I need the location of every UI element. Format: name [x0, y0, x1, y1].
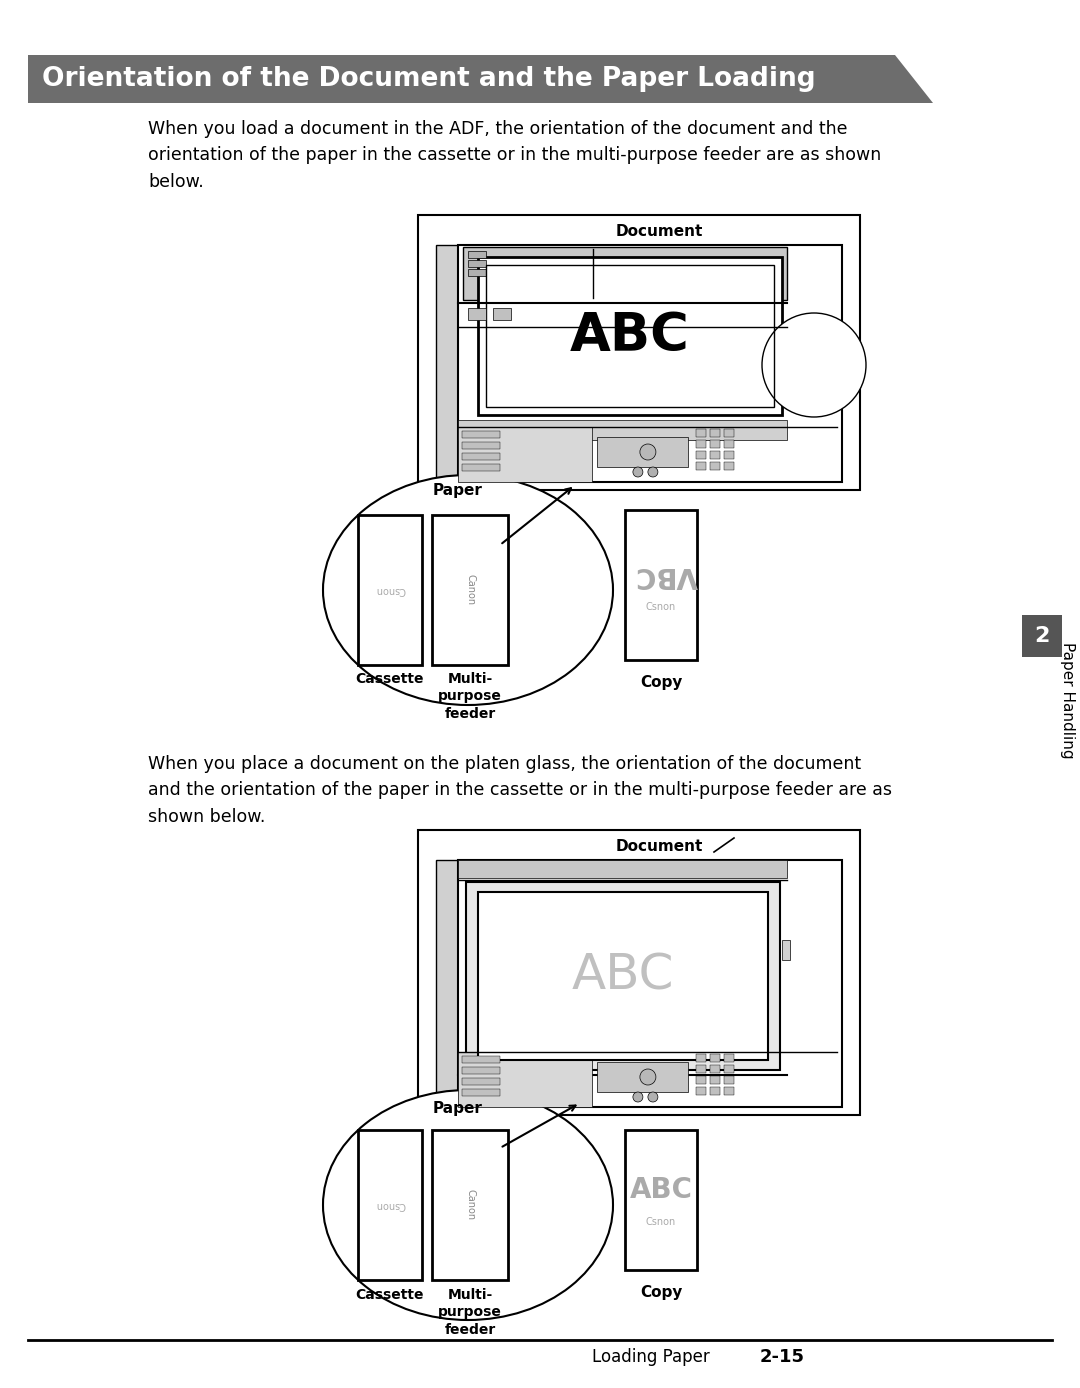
Text: Csnon: Csnon [375, 1201, 405, 1210]
Circle shape [648, 466, 658, 477]
Bar [697, 1076, 706, 1084]
Bar [458, 428, 593, 482]
Bar [710, 440, 720, 448]
Circle shape [762, 314, 866, 416]
Ellipse shape [323, 475, 613, 705]
Bar [724, 1053, 734, 1062]
Bar [710, 451, 720, 459]
Text: Multi-
purpose
feeder: Multi- purpose feeder [438, 672, 502, 720]
Text: ABC: ABC [571, 952, 674, 999]
Ellipse shape [323, 1090, 613, 1320]
Bar [432, 515, 508, 665]
Bar [710, 1087, 720, 1095]
Bar [468, 251, 486, 258]
Bar [436, 861, 458, 1108]
Bar [462, 1067, 500, 1074]
Bar [724, 462, 734, 471]
Text: Cassette: Cassette [355, 1288, 424, 1302]
Bar [710, 462, 720, 471]
Bar [462, 432, 500, 439]
Bar [462, 1078, 500, 1085]
Bar [458, 861, 787, 879]
Text: Canon: Canon [465, 575, 475, 605]
Bar [724, 1087, 734, 1095]
Bar [357, 1130, 422, 1280]
Text: ABC: ABC [570, 310, 690, 362]
Bar [492, 308, 511, 321]
Bar [458, 861, 842, 1108]
Bar [462, 1090, 500, 1097]
Bar [597, 437, 688, 466]
Text: Document: Document [616, 223, 703, 239]
Bar [462, 452, 500, 459]
Circle shape [639, 1069, 656, 1085]
Bar [458, 246, 842, 482]
Text: 2-15: 2-15 [760, 1348, 805, 1366]
Bar [724, 1076, 734, 1084]
Bar [478, 257, 782, 415]
Bar [782, 940, 789, 960]
Text: Document: Document [616, 838, 703, 854]
Bar [436, 246, 458, 482]
Bar [418, 215, 860, 490]
Circle shape [633, 466, 643, 477]
Bar [697, 1087, 706, 1095]
Circle shape [639, 444, 656, 459]
Text: Copy: Copy [639, 1285, 683, 1301]
Bar [597, 1062, 688, 1092]
Text: Copy: Copy [639, 675, 683, 690]
Text: Canon: Canon [465, 1190, 475, 1220]
Bar [478, 892, 768, 1060]
Text: Multi-
purpose
feeder: Multi- purpose feeder [438, 1288, 502, 1337]
Bar [462, 464, 500, 471]
Bar [710, 1065, 720, 1073]
Bar [486, 265, 774, 407]
Polygon shape [28, 56, 933, 103]
Bar [432, 1130, 508, 1280]
Bar [710, 429, 720, 437]
Text: Orientation of the Document and the Paper Loading: Orientation of the Document and the Pape… [42, 67, 815, 92]
Circle shape [648, 1092, 658, 1102]
Bar [465, 881, 780, 1070]
Bar [697, 1065, 706, 1073]
Bar [710, 1053, 720, 1062]
Text: Loading Paper: Loading Paper [592, 1348, 710, 1366]
Bar [697, 1053, 706, 1062]
Bar [463, 247, 787, 300]
Bar [724, 451, 734, 459]
Bar [458, 421, 787, 440]
Bar [462, 1056, 500, 1063]
Bar [724, 440, 734, 448]
Text: Cassette: Cassette [355, 672, 424, 686]
Bar [625, 1130, 697, 1270]
Bar [724, 1065, 734, 1073]
Bar [697, 440, 706, 448]
Text: 2: 2 [1035, 626, 1050, 645]
Bar [710, 1076, 720, 1084]
Bar [468, 308, 486, 321]
Circle shape [633, 1092, 643, 1102]
Bar [724, 429, 734, 437]
Text: Csnon: Csnon [375, 584, 405, 595]
Bar [1022, 615, 1062, 657]
Bar [357, 515, 422, 665]
Bar [462, 441, 500, 448]
Text: Paper: Paper [433, 483, 483, 497]
Bar [697, 451, 706, 459]
Text: Paper Handling: Paper Handling [1061, 641, 1076, 758]
Bar [468, 260, 486, 266]
Bar [697, 462, 706, 471]
Bar [625, 509, 697, 661]
Text: When you load a document in the ADF, the orientation of the document and the
ori: When you load a document in the ADF, the… [148, 119, 881, 190]
Bar [468, 269, 486, 276]
Text: ABC: ABC [630, 1176, 692, 1203]
Bar [418, 830, 860, 1115]
Bar [458, 1052, 593, 1108]
Bar [697, 429, 706, 437]
Text: Paper: Paper [433, 1101, 483, 1116]
Text: Csnon: Csnon [646, 1217, 676, 1227]
Text: When you place a document on the platen glass, the orientation of the document
a: When you place a document on the platen … [148, 755, 892, 826]
Text: VBC: VBC [635, 561, 698, 589]
Text: Csnon: Csnon [646, 602, 676, 612]
